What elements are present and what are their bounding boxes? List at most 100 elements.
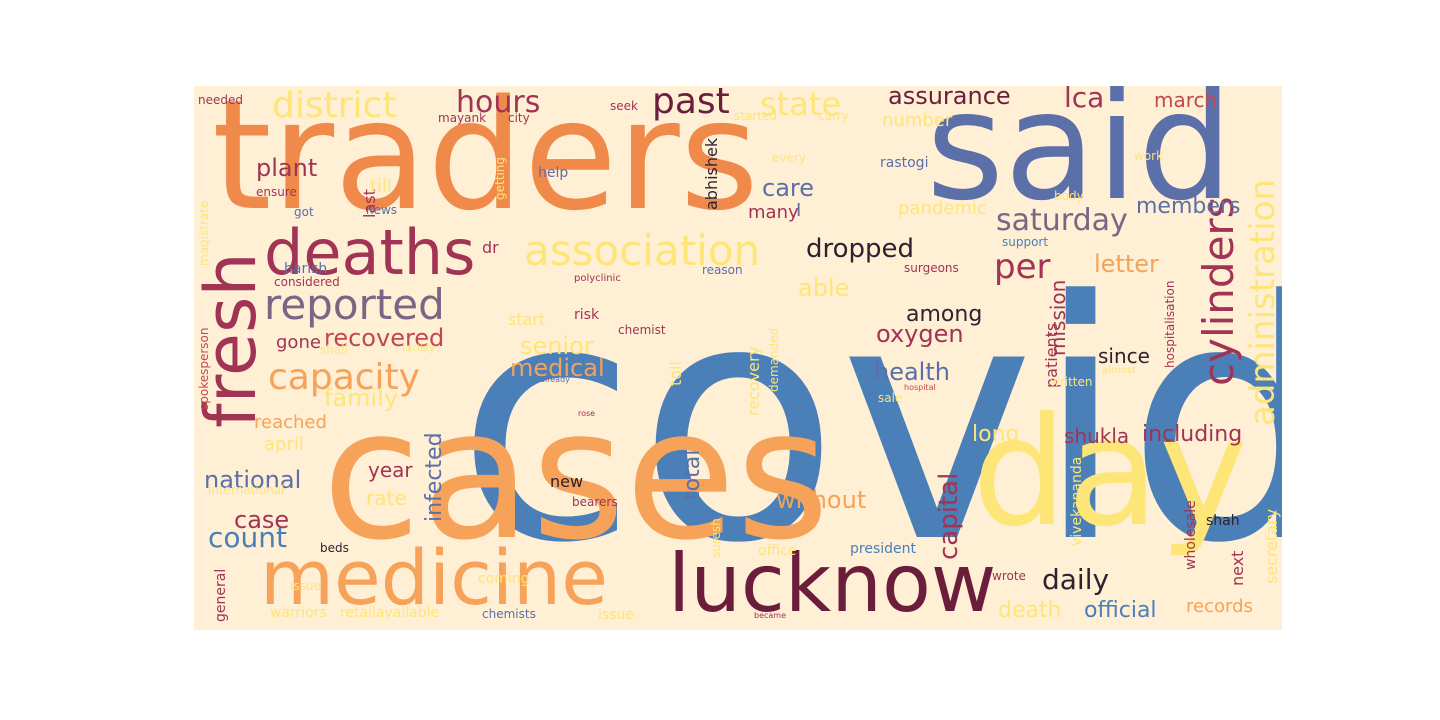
cloud-word: infected <box>422 432 447 522</box>
cloud-word: ensure <box>256 185 297 199</box>
cloud-word: association <box>524 226 761 275</box>
cloud-word: till <box>370 176 393 197</box>
cloud-word: deaths <box>264 216 476 289</box>
cloud-word: number <box>882 110 953 131</box>
cloud-word: since <box>1098 344 1150 368</box>
cloud-word: district <box>272 86 397 126</box>
cloud-word: state <box>760 86 842 123</box>
cloud-word: rate <box>366 486 407 510</box>
cloud-word: wholesale <box>1183 500 1199 570</box>
cloud-word: started <box>734 109 777 123</box>
cloud-word: cylinders <box>1194 196 1243 386</box>
cloud-word: national <box>204 466 302 494</box>
cloud-word: shukla <box>1064 424 1130 448</box>
cloud-word: wrote <box>992 569 1026 583</box>
cloud-word: general <box>213 568 229 622</box>
cloud-word: capacity <box>268 357 420 398</box>
cloud-word: oxygen <box>876 320 964 348</box>
cloud-word: year <box>368 458 413 482</box>
cloud-word: lca <box>1064 86 1105 114</box>
cloud-word: traders <box>212 86 759 244</box>
cloud-word: dropped <box>806 234 915 264</box>
cloud-word: lucknow <box>668 537 997 630</box>
cloud-word: letter <box>1094 250 1159 278</box>
cloud-word: able <box>798 274 850 302</box>
cloud-word: pandemic <box>898 198 987 219</box>
cloud-word: suresh <box>709 518 723 558</box>
cloud-word: covid <box>456 231 1282 615</box>
cloud-word: carry <box>818 109 849 123</box>
cloud-word: mayank <box>438 111 487 125</box>
cloud-word: almost <box>1102 365 1136 376</box>
cloud-word: among <box>906 302 983 327</box>
cloud-word: hours <box>456 86 541 120</box>
cloud-word: facility <box>402 343 436 354</box>
cloud-word: assurance <box>888 86 1011 110</box>
cloud-word: spokesperson <box>197 327 211 411</box>
cloud-word: official <box>1084 598 1157 623</box>
cloud-word: support <box>1002 235 1049 249</box>
cloud-word: city <box>508 111 530 125</box>
cloud-word: president <box>850 541 916 557</box>
cloud-word: family <box>324 384 399 412</box>
cloud-word: beds <box>320 541 349 555</box>
cloud-word: day <box>972 386 1248 560</box>
cloud-word: records <box>1186 596 1253 617</box>
cloud-word: secretary <box>1262 508 1281 584</box>
cloud-word: many <box>748 202 799 223</box>
cloud-word: became <box>754 611 787 620</box>
cloud-word: new <box>550 472 584 491</box>
cloud-word: every <box>772 151 806 165</box>
cloud-word: march <box>1154 88 1218 112</box>
cloud-word: considered <box>274 275 340 289</box>
cloud-word: reported <box>264 280 445 329</box>
cloud-word: medical <box>510 354 605 382</box>
cloud-word: capital <box>934 472 964 560</box>
cloud-word: news <box>366 203 398 217</box>
cloud-word: recovery <box>744 345 763 416</box>
cloud-word: work <box>1134 149 1164 163</box>
cloud-word: body <box>1054 189 1084 203</box>
cloud-word: chemists <box>482 607 536 621</box>
cloud-word: said <box>926 86 1233 234</box>
cloud-word: without <box>776 486 867 514</box>
cloud-word: long <box>972 422 1020 447</box>
cloud-word: needed <box>198 93 243 107</box>
cloud-word: reason <box>702 263 743 277</box>
cloud-word: shah <box>1206 513 1240 529</box>
cloud-word: bearers <box>572 495 618 509</box>
cloud-word: gone <box>276 332 321 353</box>
cloud-word: saturday <box>996 203 1128 238</box>
cloud-word: demanded <box>767 327 781 392</box>
cloud-word: generating <box>1067 133 1078 188</box>
cloud-word: sale <box>878 391 903 405</box>
cloud-word: surgeons <box>904 261 959 275</box>
cloud-word: cases <box>322 371 830 580</box>
cloud-word: total <box>680 449 705 500</box>
cloud-word: polyclinic <box>574 273 621 284</box>
cloud-word: plant <box>256 154 318 182</box>
cloud-word: members <box>1136 194 1241 219</box>
cloud-word: rose <box>578 409 596 418</box>
cloud-word: I <box>796 200 802 221</box>
cloud-word: health <box>874 358 950 386</box>
cloud-word: case <box>234 506 290 534</box>
cloud-word: medicine <box>260 533 608 622</box>
cloud-word: senior <box>520 332 594 360</box>
cloud-word: including <box>1142 422 1243 447</box>
cloud-word: count <box>208 521 287 554</box>
cloud-word: dr <box>482 238 499 257</box>
cloud-word: vivekananda <box>1069 456 1085 546</box>
cloud-word: getting <box>493 157 507 200</box>
cloud-word: april <box>264 434 304 455</box>
word-cloud: covid traders cases said day medicine lucknow f… <box>194 86 1282 630</box>
cloud-word: administration <box>1243 179 1282 426</box>
cloud-word: got <box>294 205 314 219</box>
cloud-word: international <box>208 483 285 497</box>
cloud-word: chemist <box>618 323 666 337</box>
cloud-word: toll <box>666 361 685 386</box>
cloud-word: issue <box>598 607 634 623</box>
cloud-word: care <box>762 174 815 202</box>
cloud-word: issue <box>290 579 321 593</box>
cloud-word: start <box>508 310 546 329</box>
